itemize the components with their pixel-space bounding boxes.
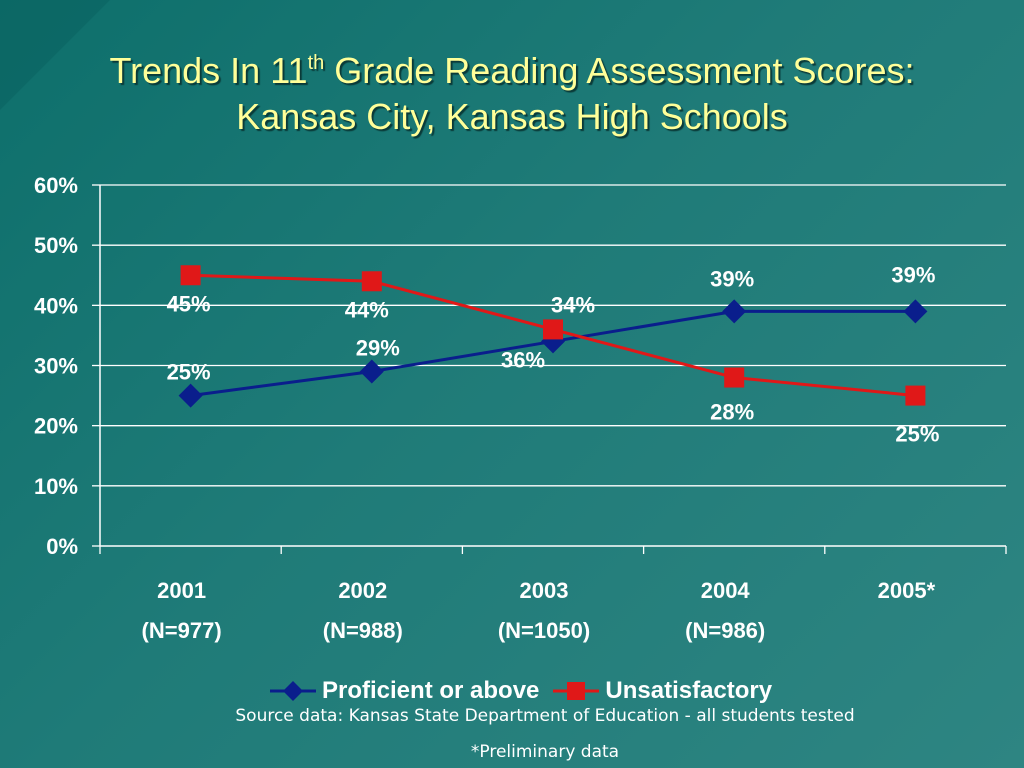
legend-label-unsatisfactory: Unsatisfactory	[605, 677, 773, 704]
data-label-unsatisfactory: 36%	[501, 347, 545, 372]
y-tick-label: 50%	[34, 233, 78, 258]
legend-item-proficient: Proficient or above	[270, 677, 539, 705]
data-label-unsatisfactory: 28%	[710, 400, 754, 425]
source-note: Source data: Kansas State Department of …	[235, 706, 855, 726]
legend-label-proficient: Proficient or above	[322, 677, 540, 704]
title-superscript: th	[307, 52, 325, 74]
data-point-unsatisfactory	[543, 319, 563, 340]
y-tick-label: 30%	[34, 354, 78, 379]
x-tick-sublabel: (N=977)	[142, 618, 222, 643]
axes: 0% 10% 20% 30% 40% 50% 60% 2001 (N=977) 2002 (N=98…	[34, 173, 1007, 643]
y-tick-label: 0%	[46, 534, 78, 559]
x-tick-label: 2002	[338, 578, 387, 603]
data-point-unsatisfactory	[724, 367, 745, 388]
slide-title: Trends In 11th Grade Reading Assessment …	[0, 48, 1024, 140]
title-part-2: Grade Reading Assessment Scores:	[324, 50, 915, 91]
data-point-unsatisfactory	[361, 271, 382, 292]
diamond-marker-icon	[270, 681, 316, 701]
y-tick-label: 20%	[34, 414, 78, 439]
data-label-proficient: 34%	[551, 292, 595, 317]
data-label-unsatisfactory: 45%	[167, 291, 211, 316]
data-point-proficient	[903, 299, 928, 324]
square-marker-icon	[553, 682, 600, 700]
x-tick-label: 2004	[701, 578, 751, 603]
data-label-unsatisfactory: 25%	[895, 422, 939, 447]
chart-legend: Proficient or above Unsatisfactory	[270, 676, 786, 706]
data-point-proficient	[178, 383, 203, 408]
data-point-unsatisfactory	[905, 385, 926, 406]
y-tick-label: 60%	[34, 173, 78, 198]
data-point-proficient	[722, 299, 747, 324]
x-tick-label: 2001	[157, 578, 206, 603]
x-tick-label: 2005*	[878, 578, 936, 603]
x-tick-sublabel: (N=1050)	[498, 618, 590, 643]
line-chart: 0% 10% 20% 30% 40% 50% 60% 2001 (N=977) 2002 (N=98…	[34, 173, 1007, 643]
data-point-unsatisfactory	[180, 265, 201, 286]
title-line-1: Trends In 11th Grade Reading Assessment …	[0, 48, 1024, 94]
data-labels: 25% 29% 34% 39% 39% 45% 44% 36% 28% 25%	[167, 262, 940, 446]
y-tick-label: 40%	[34, 293, 78, 318]
x-tick-label: 2003	[520, 578, 569, 603]
preliminary-note: *Preliminary data	[470, 742, 620, 762]
data-point-proficient	[359, 359, 384, 384]
data-label-proficient: 25%	[167, 360, 211, 385]
title-line-2: Kansas City, Kansas High Schools	[236, 96, 788, 137]
data-label-proficient: 29%	[356, 336, 400, 361]
y-tick-label: 10%	[34, 474, 78, 499]
grid-lines	[100, 184, 1006, 487]
x-tick-sublabel: (N=986)	[685, 618, 765, 643]
decorative-corner	[0, 0, 110, 110]
data-label-proficient: 39%	[891, 262, 935, 287]
data-label-proficient: 39%	[710, 266, 754, 291]
title-part-1: Trends In 11	[109, 50, 308, 91]
data-label-unsatisfactory: 44%	[345, 297, 389, 322]
series-layer	[178, 265, 928, 408]
x-tick-sublabel: (N=988)	[323, 618, 403, 643]
legend-item-unsatisfactory: Unsatisfactory	[553, 677, 772, 705]
